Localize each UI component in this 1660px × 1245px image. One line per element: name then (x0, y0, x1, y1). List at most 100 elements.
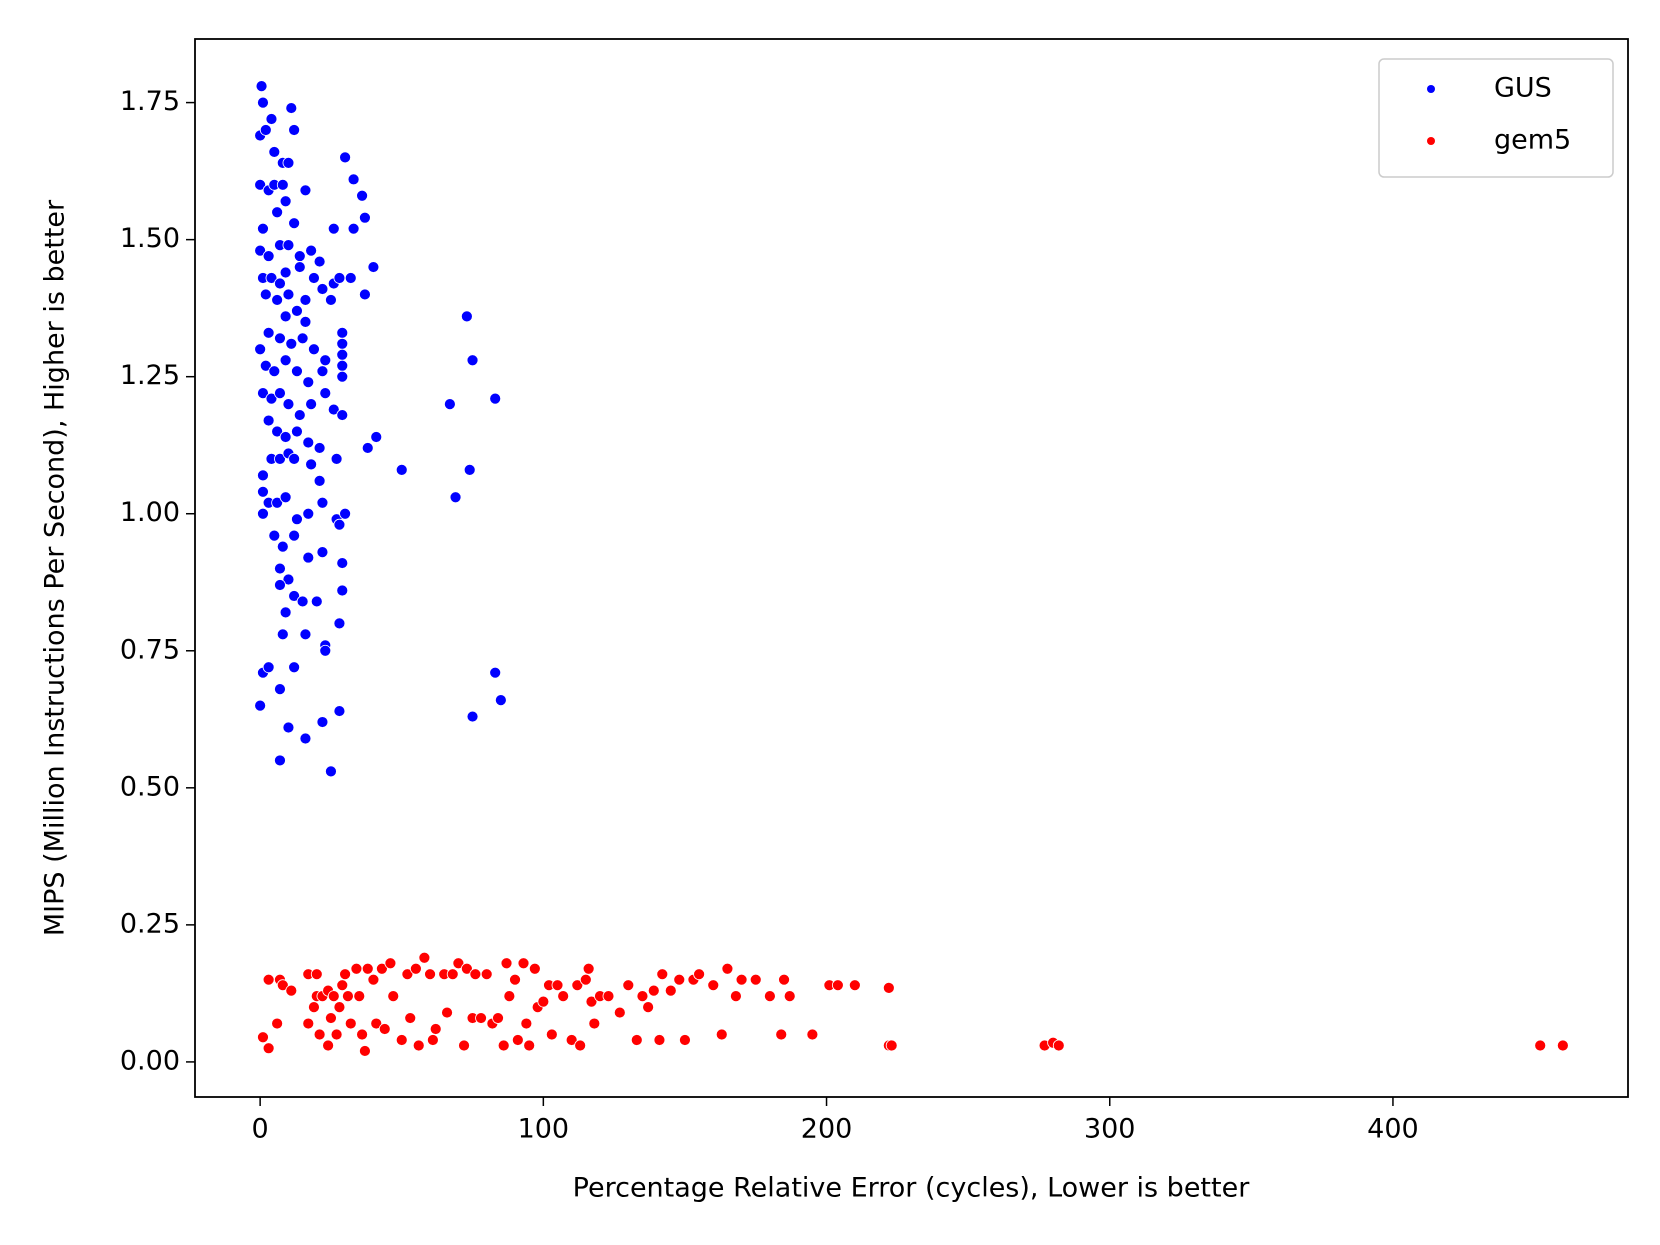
point (452, 957, 465, 970)
point (509, 973, 521, 986)
point (749, 973, 762, 986)
point (367, 261, 380, 273)
point (721, 962, 734, 975)
point (254, 178, 267, 191)
point (327, 222, 340, 235)
point (359, 288, 371, 301)
point (299, 315, 312, 328)
point (707, 979, 720, 992)
point (588, 1017, 601, 1030)
point (299, 184, 312, 197)
point (831, 979, 844, 992)
point (503, 990, 516, 1003)
point (271, 1017, 284, 1030)
point (489, 666, 502, 679)
point (520, 1017, 533, 1030)
point (302, 376, 315, 389)
point (426, 1034, 439, 1046)
point (316, 496, 329, 509)
point (653, 1034, 666, 1046)
point (395, 463, 408, 476)
point (480, 968, 493, 981)
point (449, 491, 462, 504)
point (463, 463, 476, 476)
point (492, 1012, 504, 1024)
point (336, 584, 349, 597)
point (500, 957, 513, 970)
point (288, 661, 301, 674)
point (288, 590, 301, 602)
point (316, 716, 329, 728)
point (302, 1017, 315, 1030)
point (602, 990, 615, 1003)
point (336, 326, 349, 339)
point (409, 962, 422, 975)
point (336, 337, 349, 350)
point (268, 146, 281, 158)
point (574, 1039, 587, 1052)
point (282, 239, 295, 252)
point (339, 507, 351, 520)
point (265, 113, 278, 125)
point (339, 968, 351, 981)
point (401, 968, 414, 981)
x-tick-label: 100 (518, 1114, 570, 1145)
point (336, 359, 349, 372)
point (347, 222, 360, 235)
point (441, 1006, 453, 1019)
point (274, 277, 286, 290)
point (291, 305, 303, 317)
plot-frame (194, 38, 1629, 1098)
point (333, 1001, 346, 1013)
point (268, 529, 281, 542)
point (282, 573, 295, 586)
point (274, 453, 286, 465)
point (288, 124, 301, 136)
y-axis-label: MIPS (Million Instructions Per Second), … (40, 199, 71, 936)
point (279, 195, 292, 208)
point (557, 990, 570, 1003)
point (325, 765, 337, 778)
point (330, 453, 343, 465)
point (274, 387, 286, 400)
legend-marker (1427, 137, 1435, 145)
point (327, 990, 340, 1003)
point (460, 962, 473, 975)
point (322, 1039, 335, 1052)
point (316, 546, 329, 559)
point (517, 957, 530, 970)
point (424, 968, 436, 981)
point (656, 968, 669, 981)
point (693, 968, 705, 981)
point (288, 453, 301, 465)
point (259, 288, 272, 301)
point (630, 1034, 643, 1046)
point (333, 617, 346, 630)
point (378, 1023, 391, 1035)
point (647, 984, 660, 997)
y-tick-label: 1.25 (120, 360, 180, 391)
point (279, 491, 292, 504)
point (310, 595, 323, 608)
point (537, 995, 550, 1008)
point (319, 354, 332, 367)
point (308, 1001, 320, 1013)
point (395, 1034, 408, 1046)
point (262, 973, 275, 986)
point (404, 1012, 417, 1024)
point (582, 962, 595, 975)
point (523, 1039, 536, 1052)
point (262, 250, 275, 262)
point (1052, 1039, 1065, 1052)
point (265, 272, 278, 284)
point (475, 1012, 487, 1024)
point (387, 990, 400, 1003)
point (528, 962, 541, 975)
point (330, 1028, 343, 1041)
point (257, 222, 269, 235)
point (274, 683, 286, 696)
point (882, 982, 895, 994)
point (308, 343, 320, 356)
point (296, 332, 309, 345)
x-tick-label: 200 (801, 1114, 853, 1145)
